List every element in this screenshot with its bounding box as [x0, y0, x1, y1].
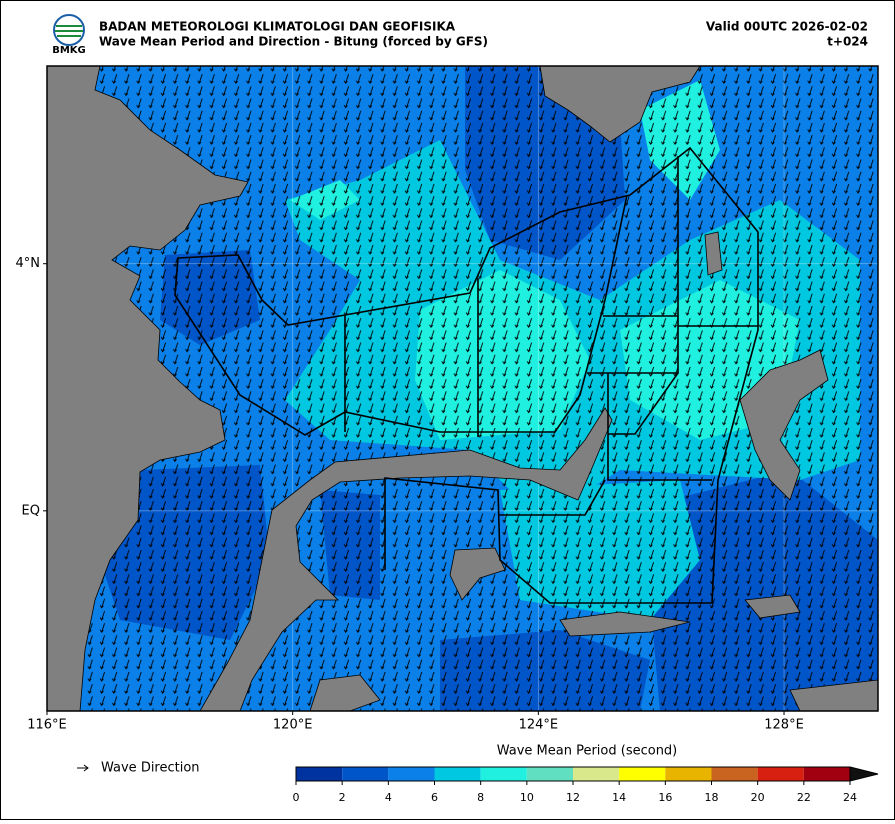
x-tick-label: 120°E	[273, 718, 313, 733]
colorbar-tick-label: 4	[385, 791, 392, 804]
colorbar-bin	[757, 767, 804, 781]
colorbar-bin	[296, 767, 343, 781]
colorbar-bin	[434, 767, 481, 781]
legend-arrow-head	[83, 764, 89, 772]
colorbar-tick-label: 6	[431, 791, 438, 804]
colorbar-title: Wave Mean Period (second)	[497, 744, 678, 759]
colorbar-bin	[388, 767, 435, 781]
agency: BADAN METEOROLOGI KLIMATOLOGI DAN GEOFIS…	[99, 20, 456, 34]
logo-text: BMKG	[52, 45, 86, 56]
colorbar: 0 2 4 6 8 10 12 14 16 18 20 22 24	[293, 766, 879, 804]
colorbar-bin	[526, 767, 573, 781]
borneo	[47, 66, 249, 711]
sulawesi	[199, 407, 613, 711]
colorbar-tick-label: 12	[566, 791, 580, 804]
colorbar-bin	[480, 767, 527, 781]
colorbar-bin	[803, 767, 850, 781]
colorbar-tick-label: 8	[477, 791, 484, 804]
colorbar-tick-label: 24	[843, 791, 857, 804]
x-tick-label: 128°E	[764, 718, 804, 733]
east-arm	[449, 547, 506, 601]
boundary	[174, 146, 759, 604]
colorbar-tick-label: 16	[658, 791, 672, 804]
colorbar-tick-label: 22	[797, 791, 811, 804]
axes: 116°E 120°E 124°E 128°E 4°N EQ	[16, 256, 804, 732]
colorbar-tick-label: 20	[751, 791, 765, 804]
colorbar-bin	[619, 767, 666, 781]
colorbar-bin	[573, 767, 620, 781]
obi	[744, 594, 801, 619]
colorbar-tick-label: 0	[293, 791, 300, 804]
map-frame	[46, 65, 879, 712]
colorbar-bin	[665, 767, 712, 781]
y-tick-label: EQ	[22, 503, 40, 518]
lead-time: t+024	[827, 35, 868, 49]
colorbar-bin	[711, 767, 758, 781]
x-tick-label: 124°E	[519, 718, 559, 733]
sula	[559, 611, 691, 637]
x-tick-label: 116°E	[27, 718, 67, 733]
colorbar-tick-label: 14	[612, 791, 626, 804]
halmahera	[739, 349, 829, 501]
map	[47, 66, 878, 711]
legend-label: Wave Direction	[101, 761, 200, 776]
colorbar-bin	[342, 767, 389, 781]
mindanao	[539, 66, 701, 143]
y-tick-label: 4°N	[16, 256, 41, 271]
colorbar-tick-label: 2	[339, 791, 346, 804]
sangihe	[704, 231, 723, 276]
seram	[789, 679, 878, 711]
colorbar-tick-label: 10	[520, 791, 534, 804]
title: Wave Mean Period and Direction - Bitung …	[99, 35, 488, 49]
valid-time: Valid 00UTC 2026-02-02	[706, 20, 868, 34]
colorbar-tick-label: 18	[705, 791, 719, 804]
logo: BMKG	[52, 14, 86, 56]
island	[309, 674, 381, 711]
